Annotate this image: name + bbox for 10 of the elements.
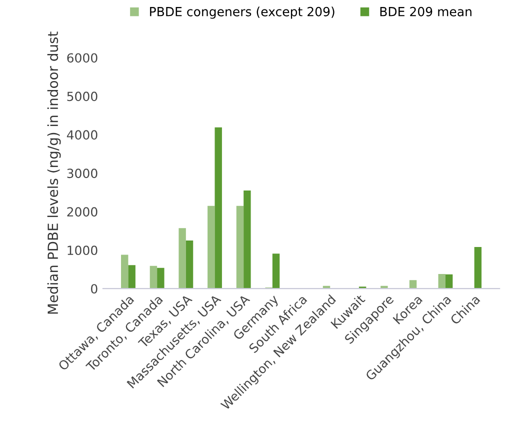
y-tick-label: 1000 bbox=[68, 246, 98, 256]
y-tick-label: 4000 bbox=[66, 130, 98, 140]
y-tick-label: 3000 bbox=[67, 168, 98, 178]
y-tick-label: 0 bbox=[91, 284, 98, 294]
legend-label: PBDE congeners (except 209) bbox=[150, 6, 334, 19]
y-tick-label: 2000 bbox=[67, 207, 98, 217]
y-tick-label: 6000 bbox=[67, 53, 98, 63]
y-axis-title: Median PDBE levels (ng/g) in indoor dust bbox=[47, 32, 61, 314]
legend-label: BDE 209 mean bbox=[380, 6, 472, 16]
y-tick-label: 5000 bbox=[67, 92, 98, 102]
